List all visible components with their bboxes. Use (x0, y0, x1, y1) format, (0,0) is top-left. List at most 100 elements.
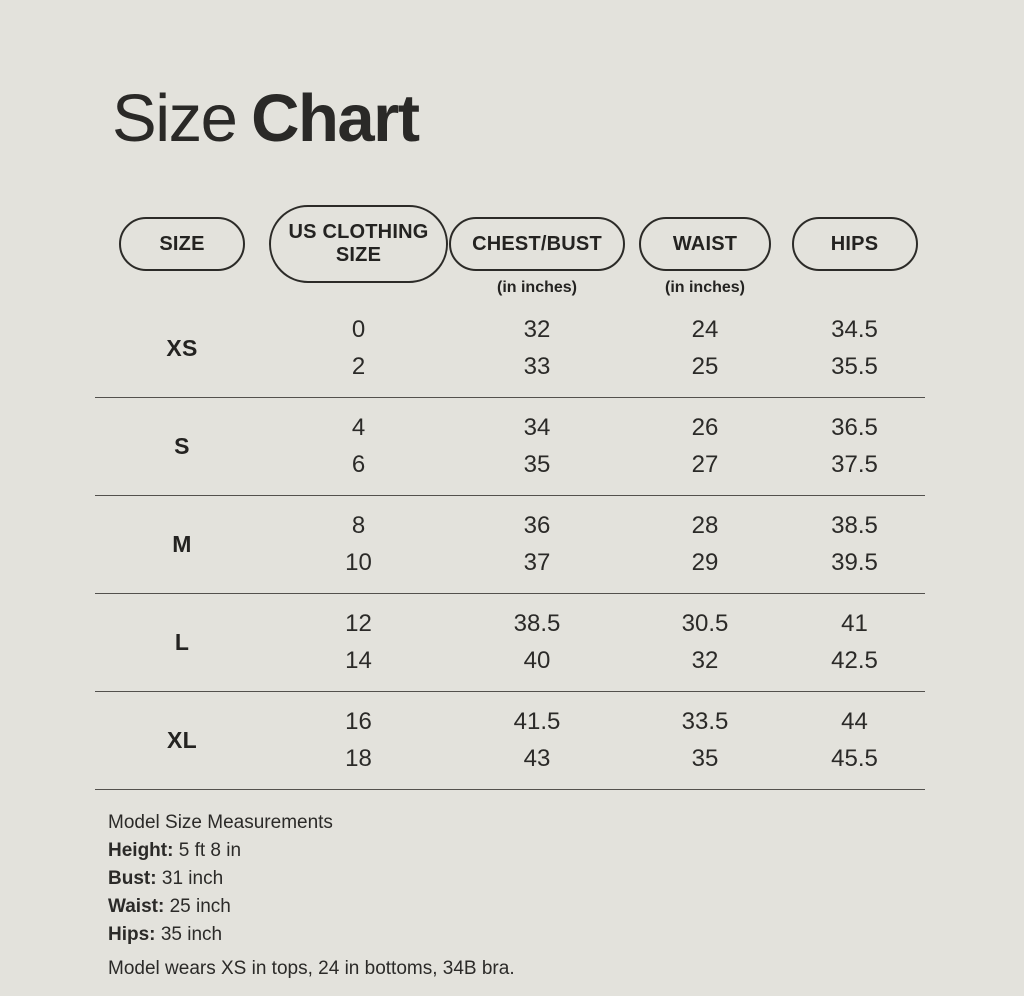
size-chart-table: SIZE US CLOTHING SIZE CHEST/BUST (in inc… (95, 205, 925, 790)
table-row-l: L 12 14 38.5 40 30.5 32 41 42.5 (95, 594, 925, 692)
chest-value: 32 (523, 316, 551, 343)
waist-value: 35 (691, 745, 719, 772)
chest-value: 40 (523, 647, 551, 674)
waist-value: 33.5 (681, 708, 729, 735)
us-size-value: 4 (351, 414, 366, 441)
header-cell-hips: HIPS (784, 205, 925, 283)
chest-value: 41.5 (513, 708, 561, 735)
chest-value: 34 (523, 414, 551, 441)
model-hips-label: Hips: (108, 924, 156, 945)
hips-value: 45.5 (831, 745, 878, 772)
hips-value: 35.5 (831, 353, 878, 380)
waist-header-pill: WAIST (639, 217, 771, 271)
table-row-xs: XS 0 2 32 33 24 25 34.5 35.5 (95, 300, 925, 398)
model-height-value: 5 ft 8 in (178, 840, 242, 861)
model-waist-line: Waist: 25 inch (108, 893, 515, 921)
hips-value: 38.5 (831, 512, 878, 539)
hips-header-pill: HIPS (791, 217, 918, 271)
hips-value: 41 (841, 610, 868, 637)
model-measurements-section: Model Size Measurements Height: 5 ft 8 in… (108, 809, 515, 983)
chest-bust-header-pill: CHEST/BUST (449, 217, 625, 271)
chest-bust-unit-label: (in inches) (496, 279, 577, 296)
chest-values: 41.5 43 (448, 703, 626, 777)
model-bust-line: Bust: 31 inch (108, 865, 515, 893)
us-clothing-size-header-pill: US CLOTHING SIZE (269, 205, 448, 283)
table-row-s: S 4 6 34 35 26 27 36.5 37.5 (95, 398, 925, 496)
hips-value: 34.5 (831, 316, 878, 343)
model-bust-label: Bust: (108, 868, 157, 889)
us-size-value: 2 (351, 353, 366, 380)
size-label: L (174, 628, 190, 655)
waist-value: 27 (691, 451, 719, 478)
header-cell-us-clothing-size: US CLOTHING SIZE (269, 205, 448, 283)
waist-value: 32 (691, 647, 719, 674)
us-size-values: 4 6 (269, 409, 448, 483)
model-measurements-heading: Model Size Measurements (108, 812, 333, 833)
us-size-values: 8 10 (269, 507, 448, 581)
chest-values: 34 35 (448, 409, 626, 483)
chest-value: 36 (523, 512, 551, 539)
us-size-values: 16 18 (269, 703, 448, 777)
hips-values: 34.5 35.5 (784, 311, 925, 385)
size-label: S (174, 432, 190, 459)
us-size-value: 14 (345, 647, 372, 674)
waist-values: 26 27 (626, 409, 784, 483)
size-label: XS (166, 334, 198, 361)
hips-values: 38.5 39.5 (784, 507, 925, 581)
size-header-pill: SIZE (119, 217, 245, 271)
page-title-regular: Size (112, 81, 238, 156)
hips-value: 39.5 (831, 549, 878, 576)
us-size-value: 18 (345, 745, 372, 772)
header-cell-waist: WAIST (in inches) (626, 205, 784, 296)
hips-values: 36.5 37.5 (784, 409, 925, 483)
page-title-bold: Chart (251, 81, 420, 156)
waist-values: 30.5 32 (626, 605, 784, 679)
header-cell-size: SIZE (95, 205, 269, 283)
chest-values: 38.5 40 (448, 605, 626, 679)
waist-values: 28 29 (626, 507, 784, 581)
us-size-value: 0 (351, 316, 366, 343)
chest-value: 37 (523, 549, 551, 576)
model-waist-label: Waist: (108, 896, 165, 917)
us-size-value: 8 (351, 512, 366, 539)
chest-value: 43 (523, 745, 551, 772)
waist-value: 30.5 (681, 610, 729, 637)
waist-values: 24 25 (626, 311, 784, 385)
hips-value: 37.5 (831, 451, 878, 478)
us-size-value: 16 (345, 708, 372, 735)
waist-value: 26 (691, 414, 719, 441)
model-bust-value: 31 inch (161, 868, 224, 889)
model-hips-line: Hips: 35 inch (108, 921, 515, 949)
waist-values: 33.5 35 (626, 703, 784, 777)
hips-values: 41 42.5 (784, 605, 925, 679)
size-label: XL (167, 726, 197, 753)
us-size-values: 12 14 (269, 605, 448, 679)
table-header-row: SIZE US CLOTHING SIZE CHEST/BUST (in inc… (95, 205, 925, 300)
waist-value: 24 (691, 316, 719, 343)
page-title: Size Chart (112, 81, 420, 156)
waist-value: 25 (691, 353, 719, 380)
model-hips-value: 35 inch (160, 924, 223, 945)
us-size-values: 0 2 (269, 311, 448, 385)
chest-values: 36 37 (448, 507, 626, 581)
table-row-m: M 8 10 36 37 28 29 38.5 39.5 (95, 496, 925, 594)
model-height-label: Height: (108, 840, 174, 861)
model-height-line: Height: 5 ft 8 in (108, 837, 515, 865)
model-wears-note: Model wears XS in tops, 24 in bottoms, 3… (108, 958, 515, 979)
chest-value: 35 (523, 451, 551, 478)
hips-values: 44 45.5 (784, 703, 925, 777)
us-size-value: 6 (351, 451, 366, 478)
chest-values: 32 33 (448, 311, 626, 385)
waist-value: 29 (691, 549, 719, 576)
model-waist-value: 25 inch (169, 896, 231, 917)
header-cell-chest-bust: CHEST/BUST (in inches) (448, 205, 626, 296)
size-label: M (172, 530, 192, 557)
us-size-value: 12 (345, 610, 372, 637)
table-row-xl: XL 16 18 41.5 43 33.5 35 44 45.5 (95, 692, 925, 790)
chest-value: 33 (523, 353, 551, 380)
chest-value: 38.5 (513, 610, 561, 637)
waist-unit-label: (in inches) (664, 279, 745, 296)
hips-value: 44 (841, 708, 868, 735)
waist-value: 28 (691, 512, 719, 539)
